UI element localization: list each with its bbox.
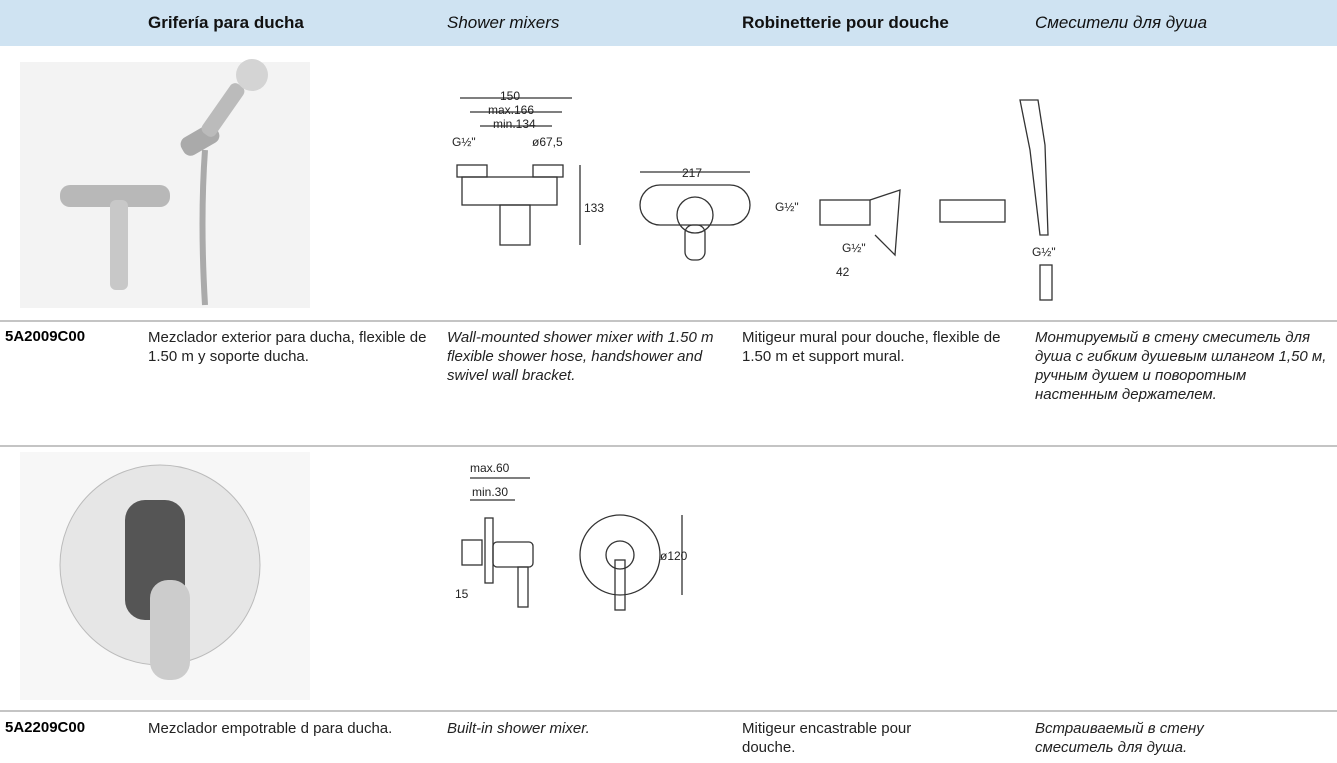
description: Mitigeur encastrable pour douche. <box>742 720 912 756</box>
dimension-label: 133 <box>584 201 604 215</box>
dimension-label: min.30 <box>472 485 508 499</box>
product-code: 5A2209C00 <box>5 719 86 736</box>
technical-drawing <box>461 477 683 611</box>
description: Wall-mounted shower mixer with 1.50 m fl… <box>447 329 714 384</box>
column-header: Shower mixers <box>447 13 560 32</box>
dimension-label: 150 <box>500 89 520 103</box>
dimension-label: G½" <box>842 241 866 255</box>
photo-builtin <box>59 464 261 680</box>
dimension-label: max.60 <box>470 461 510 475</box>
column-header: Robinetterie pour douche <box>742 13 949 32</box>
description: Mezclador exterior para ducha, flexible … <box>148 329 427 365</box>
dimension-label: ø67,5 <box>532 135 563 149</box>
product-code: 5A2009C00 <box>5 328 86 345</box>
dimension-label: G½" <box>452 135 476 149</box>
dimension-label: 217 <box>682 166 702 180</box>
description: Built-in shower mixer. <box>447 720 590 737</box>
dimension-label: ø120 <box>660 549 688 563</box>
product-photo <box>20 62 310 308</box>
description: Монтируемый в стену смеситель для душа с… <box>1035 329 1327 403</box>
description: Mitigeur mural pour douche, flexible de … <box>742 329 1001 365</box>
header-band <box>0 0 1337 46</box>
photo-mixer <box>60 59 268 306</box>
dimension-label: G½" <box>775 200 799 214</box>
column-header: Смесители для душа <box>1035 13 1208 32</box>
column-header: Grifería para ducha <box>148 13 304 32</box>
dimension-label: 42 <box>836 265 850 279</box>
dimension-label: G½" <box>1032 245 1056 259</box>
description: Встраиваемый в стену смеситель для душа. <box>1035 720 1204 756</box>
dimension-label: 15 <box>455 587 469 601</box>
description: Mezclador empotrable d para ducha. <box>148 720 393 737</box>
dimension-label: min.134 <box>493 117 536 131</box>
technical-drawing <box>456 97 1053 301</box>
dimension-label: max.166 <box>488 103 534 117</box>
